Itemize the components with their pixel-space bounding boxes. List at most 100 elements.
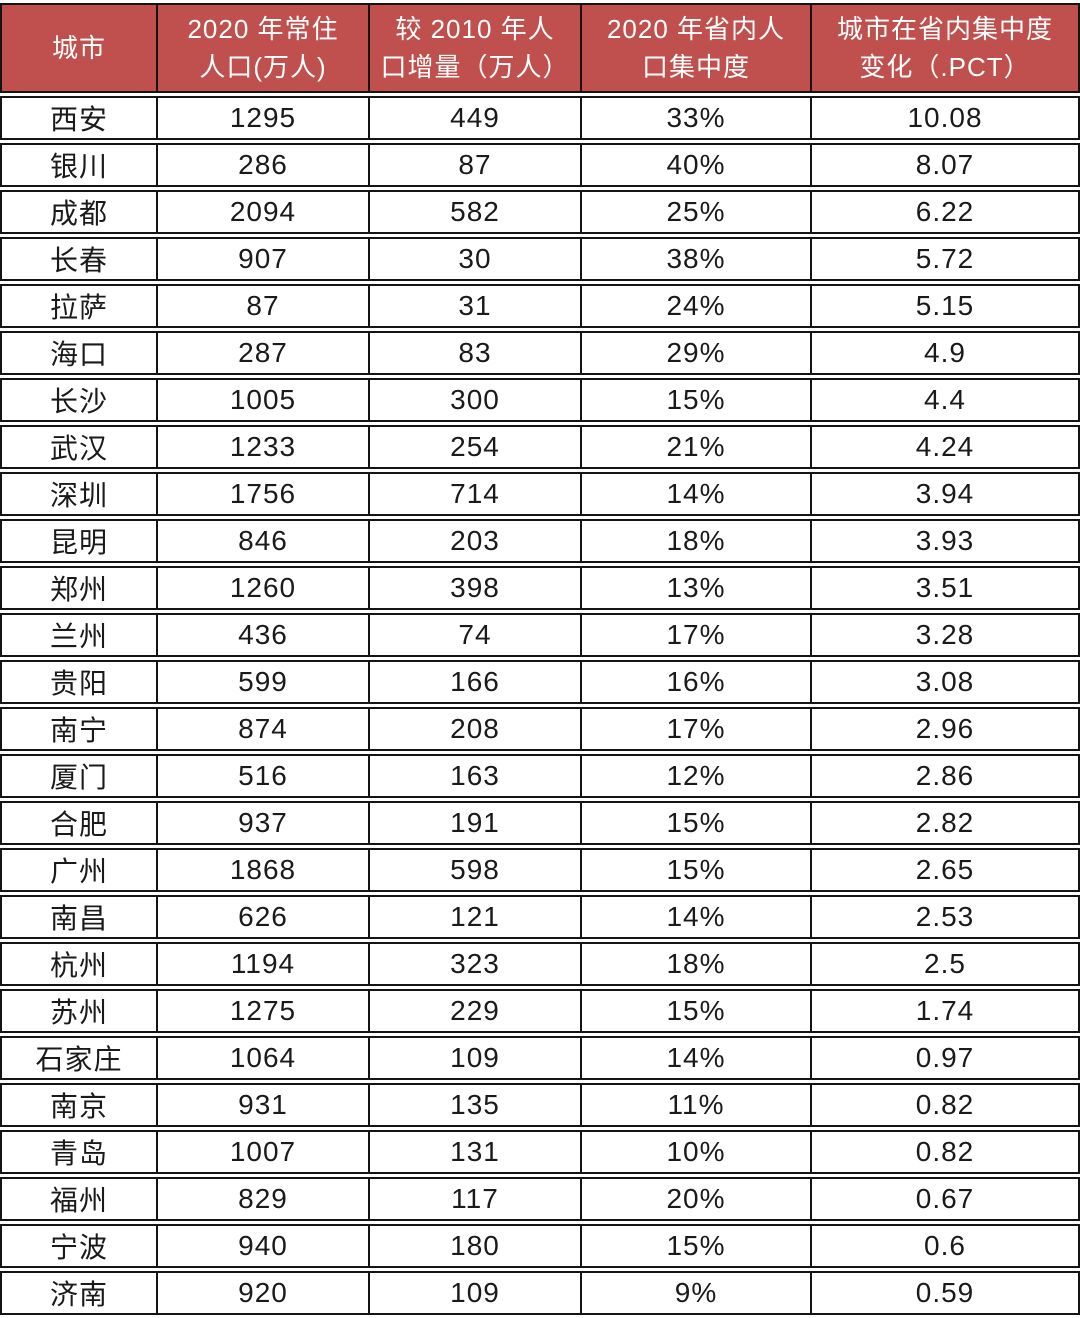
cell-increase: 83: [370, 331, 582, 375]
cell-concentration: 15%: [582, 801, 812, 845]
table-row: 拉萨 87 31 24% 5.15: [0, 284, 1080, 328]
header-line: 城市: [51, 33, 106, 63]
cell-city: 海口: [0, 331, 158, 375]
cell-concentration-change: 3.28: [812, 613, 1080, 657]
cell-increase: 208: [370, 707, 582, 751]
cell-concentration: 24%: [582, 284, 812, 328]
cell-increase: 30: [370, 237, 582, 281]
cell-population-2020: 940: [158, 1224, 370, 1268]
cell-concentration-change: 2.96: [812, 707, 1080, 751]
cell-concentration-change: 4.9: [812, 331, 1080, 375]
cell-concentration-change: 3.51: [812, 566, 1080, 610]
cell-city: 南宁: [0, 707, 158, 751]
cell-increase: 180: [370, 1224, 582, 1268]
cell-city: 长沙: [0, 378, 158, 422]
cell-concentration-change: 0.6: [812, 1224, 1080, 1268]
cell-concentration: 15%: [582, 1224, 812, 1268]
cell-city: 南京: [0, 1083, 158, 1127]
cell-city: 合肥: [0, 801, 158, 845]
cell-concentration-change: 0.82: [812, 1083, 1080, 1127]
cell-concentration: 12%: [582, 754, 812, 798]
cell-concentration: 20%: [582, 1177, 812, 1221]
cell-increase: 582: [370, 190, 582, 234]
cell-city: 青岛: [0, 1130, 158, 1174]
header-line: 2020 年省内人: [606, 14, 786, 44]
table-row: 济南 920 109 9% 0.59: [0, 1271, 1080, 1315]
column-header-province-concentration: 2020 年省内人 口集中度: [582, 3, 812, 93]
cell-population-2020: 1194: [158, 942, 370, 986]
table-row: 福州 829 117 20% 0.67: [0, 1177, 1080, 1221]
cell-population-2020: 599: [158, 660, 370, 704]
cell-city: 郑州: [0, 566, 158, 610]
table-row: 兰州 436 74 17% 3.28: [0, 613, 1080, 657]
cell-concentration-change: 8.07: [812, 143, 1080, 187]
cell-city: 深圳: [0, 472, 158, 516]
cell-concentration-change: 1.74: [812, 989, 1080, 1033]
cell-city: 厦门: [0, 754, 158, 798]
cell-population-2020: 907: [158, 237, 370, 281]
cell-concentration: 14%: [582, 472, 812, 516]
cell-concentration-change: 0.97: [812, 1036, 1080, 1080]
cell-increase: 449: [370, 96, 582, 140]
column-header-city: 城市: [0, 3, 158, 93]
cell-population-2020: 920: [158, 1271, 370, 1315]
cell-population-2020: 1756: [158, 472, 370, 516]
header-line: 较 2010 年人: [395, 14, 555, 44]
cell-concentration-change: 6.22: [812, 190, 1080, 234]
cell-increase: 31: [370, 284, 582, 328]
cell-city: 贵阳: [0, 660, 158, 704]
cell-concentration-change: 10.08: [812, 96, 1080, 140]
cell-population-2020: 1260: [158, 566, 370, 610]
cell-city: 杭州: [0, 942, 158, 986]
cell-concentration-change: 4.4: [812, 378, 1080, 422]
cell-city: 武汉: [0, 425, 158, 469]
cell-population-2020: 1007: [158, 1130, 370, 1174]
column-header-population-2020: 2020 年常住 人口(万人): [158, 3, 370, 93]
cell-concentration-change: 2.5: [812, 942, 1080, 986]
cell-increase: 87: [370, 143, 582, 187]
table-row: 武汉 1233 254 21% 4.24: [0, 425, 1080, 469]
cell-concentration: 15%: [582, 989, 812, 1033]
header-line: 城市在省内集中度: [836, 14, 1053, 44]
cell-population-2020: 286: [158, 143, 370, 187]
cell-increase: 203: [370, 519, 582, 563]
cell-concentration-change: 5.72: [812, 237, 1080, 281]
cell-population-2020: 874: [158, 707, 370, 751]
cell-increase: 163: [370, 754, 582, 798]
cell-concentration-change: 5.15: [812, 284, 1080, 328]
cell-population-2020: 287: [158, 331, 370, 375]
cell-population-2020: 937: [158, 801, 370, 845]
cell-concentration: 40%: [582, 143, 812, 187]
cell-concentration-change: 4.24: [812, 425, 1080, 469]
table-row: 南昌 626 121 14% 2.53: [0, 895, 1080, 939]
cell-concentration: 38%: [582, 237, 812, 281]
table-row: 青岛 1007 131 10% 0.82: [0, 1130, 1080, 1174]
cell-population-2020: 846: [158, 519, 370, 563]
cell-concentration: 15%: [582, 378, 812, 422]
cell-increase: 598: [370, 848, 582, 892]
cell-concentration-change: 2.82: [812, 801, 1080, 845]
cell-concentration-change: 3.08: [812, 660, 1080, 704]
cell-city: 银川: [0, 143, 158, 187]
table-row: 贵阳 599 166 16% 3.08: [0, 660, 1080, 704]
header-line: 变化（.PCT）: [859, 52, 1031, 82]
table-row: 昆明 846 203 18% 3.93: [0, 519, 1080, 563]
cell-city: 兰州: [0, 613, 158, 657]
table-row: 杭州 1194 323 18% 2.5: [0, 942, 1080, 986]
table-row: 长春 907 30 38% 5.72: [0, 237, 1080, 281]
cell-concentration-change: 2.86: [812, 754, 1080, 798]
cell-concentration: 17%: [582, 707, 812, 751]
table-row: 广州 1868 598 15% 2.65: [0, 848, 1080, 892]
cell-concentration-change: 2.65: [812, 848, 1080, 892]
cell-population-2020: 2094: [158, 190, 370, 234]
cell-concentration: 21%: [582, 425, 812, 469]
cell-city: 福州: [0, 1177, 158, 1221]
cell-population-2020: 931: [158, 1083, 370, 1127]
cell-population-2020: 1233: [158, 425, 370, 469]
cell-increase: 121: [370, 895, 582, 939]
table-row: 苏州 1275 229 15% 1.74: [0, 989, 1080, 1033]
table-row: 石家庄 1064 109 14% 0.97: [0, 1036, 1080, 1080]
cell-concentration: 29%: [582, 331, 812, 375]
cell-concentration: 10%: [582, 1130, 812, 1174]
